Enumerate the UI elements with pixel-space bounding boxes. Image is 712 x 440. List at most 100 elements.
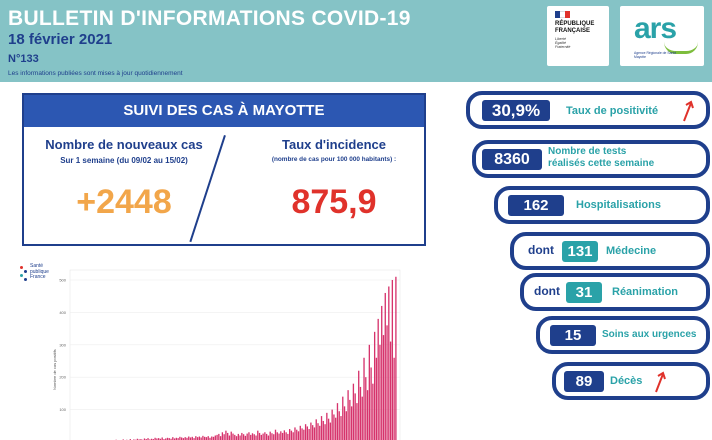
tests-label-line2: réalisés cette semaine	[548, 158, 655, 169]
ars-logo-text: ars	[634, 12, 677, 45]
bar	[172, 437, 174, 440]
chart-svg: 100 200 300 400 500 Nombre de cas positifs	[52, 269, 401, 440]
bar	[289, 429, 291, 440]
bar	[161, 437, 163, 440]
bar	[384, 292, 386, 440]
bar	[296, 429, 298, 440]
bar	[232, 433, 234, 440]
bar	[312, 425, 314, 440]
bar	[166, 437, 169, 440]
bar	[205, 437, 208, 440]
bar	[283, 430, 286, 440]
bar	[179, 436, 181, 440]
bar	[204, 436, 206, 440]
bar	[322, 420, 324, 440]
bar	[349, 399, 351, 440]
bar	[306, 426, 309, 440]
bar	[250, 434, 252, 440]
bar	[202, 435, 204, 440]
bar	[214, 435, 216, 440]
reanimation-prefix: dont	[534, 284, 560, 298]
spf-dot-icon	[20, 266, 23, 269]
bar	[264, 432, 266, 440]
bar	[181, 437, 183, 440]
bar	[269, 431, 271, 440]
bar	[257, 430, 259, 440]
bar	[354, 393, 356, 440]
bar	[382, 335, 385, 440]
bar	[195, 436, 197, 440]
bar	[292, 432, 294, 440]
spf-dot-icon	[24, 270, 27, 273]
bars-group	[115, 276, 397, 440]
hospitalisations-pill: 162 Hospitalisations	[494, 186, 710, 224]
y-tick-label: 200	[59, 375, 66, 380]
grid-lines	[70, 279, 400, 410]
bar	[165, 438, 167, 440]
update-note: Les informations publiées sont mises à j…	[8, 70, 183, 77]
bar	[200, 437, 202, 440]
tests-pill: 8360 Nombre de tests réalisés cette sema…	[472, 140, 710, 178]
bar	[304, 424, 307, 440]
new-cases-label: Nombre de nouveaux cas	[45, 137, 203, 152]
bar	[265, 433, 268, 440]
bar	[253, 434, 255, 440]
bar	[281, 432, 284, 440]
bar	[157, 438, 160, 440]
urgences-value: 15	[550, 325, 596, 346]
bar	[329, 422, 332, 440]
bar	[388, 286, 390, 440]
bar	[258, 432, 261, 440]
bar	[395, 276, 397, 440]
bar	[212, 436, 215, 440]
cases-summary-box: SUIVI DES CAS À MAYOTTE Nombre de nouvea…	[22, 93, 426, 246]
spf-line1: Santé	[30, 263, 44, 269]
bar	[244, 435, 247, 440]
bar	[274, 429, 277, 440]
bar	[326, 412, 328, 440]
bar	[184, 437, 186, 440]
bar	[301, 428, 303, 440]
deces-label: Décès	[610, 375, 643, 387]
republique-line2: FRANÇAISE	[555, 28, 591, 34]
motto-egalite: Égalité	[555, 41, 566, 45]
up-arrow-icon	[655, 371, 666, 393]
bar	[175, 437, 178, 440]
cases-box-header: SUIVI DES CAS À MAYOTTE	[24, 95, 424, 127]
bar	[193, 438, 195, 440]
bar	[156, 438, 158, 440]
bar	[207, 436, 209, 440]
bar	[319, 425, 321, 440]
bar	[377, 318, 379, 440]
bar	[280, 431, 282, 440]
bulletin-number: N°133	[8, 53, 39, 65]
bar	[287, 433, 289, 440]
spf-line3: France	[30, 274, 46, 281]
bar	[315, 419, 317, 440]
bar	[235, 436, 238, 440]
bar	[365, 377, 367, 440]
bar	[186, 437, 188, 440]
deces-pill: 89 Décès	[552, 362, 710, 400]
bar	[211, 436, 213, 440]
spf-dot-icon	[20, 274, 23, 277]
new-cases-period: Sur 1 semaine (du 09/02 au 15/02)	[60, 156, 188, 165]
motto-liberte: Liberté	[555, 37, 566, 41]
bar	[358, 370, 360, 440]
ars-swoosh-icon	[664, 42, 698, 54]
bar	[373, 331, 376, 440]
bar	[363, 357, 365, 440]
bar	[278, 433, 280, 440]
urgences-pill: 15 Soins aux urgences	[536, 316, 710, 354]
bar	[299, 425, 301, 440]
bar	[310, 422, 312, 440]
bar	[159, 438, 162, 440]
positivity-label: Taux de positivité	[566, 105, 659, 117]
bar	[366, 390, 369, 440]
medecine-pill: dont 131 Médecine	[510, 232, 710, 270]
ars-logo: ars Agence Régionale de Santé Mayotte	[620, 6, 704, 66]
bar	[173, 438, 176, 440]
bar	[260, 434, 262, 440]
bulletin-date: 18 février 2021	[8, 31, 113, 48]
bar	[219, 436, 222, 440]
